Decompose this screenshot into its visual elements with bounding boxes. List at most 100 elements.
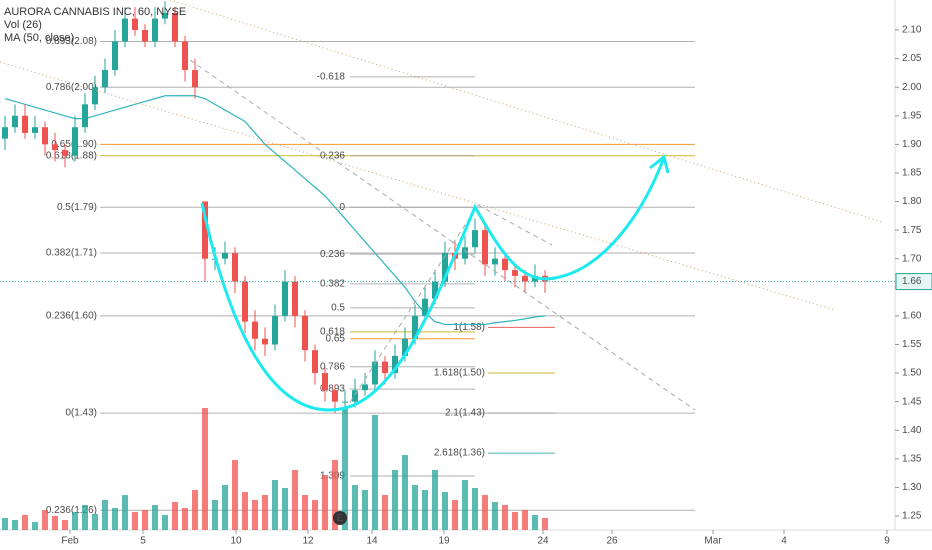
- x-tick-label: 19: [438, 536, 450, 547]
- candle-body: [312, 350, 318, 374]
- arrow-head: [649, 154, 670, 174]
- fib-label: 0.382(1.71): [46, 248, 97, 259]
- candle-body: [292, 281, 298, 316]
- trend-line: [169, 0, 883, 223]
- volume-bar: [322, 475, 328, 530]
- fib-label: 0.65: [326, 333, 346, 344]
- candle-body: [492, 258, 498, 265]
- candle-body: [532, 275, 538, 282]
- fib-label: -0.618: [317, 72, 346, 83]
- y-tick-label: 1.55: [902, 339, 922, 350]
- volume-layer: [2, 408, 548, 530]
- volume-bar: [372, 415, 378, 530]
- x-tick-label: 26: [606, 536, 618, 547]
- candle-body: [152, 18, 158, 42]
- candle-body: [192, 70, 198, 88]
- y-tick-label: 1.35: [902, 453, 922, 464]
- candle-body: [402, 338, 408, 356]
- drawings: [0, 0, 883, 412]
- volume-bar: [292, 470, 298, 530]
- y-tick-label: 1.60: [902, 311, 922, 322]
- trend-line: [189, 59, 696, 411]
- volume-bar: [462, 480, 468, 530]
- candle-body: [432, 281, 438, 299]
- volume-bar: [202, 408, 208, 530]
- y-tick-label: 1.90: [902, 139, 922, 150]
- candle-body: [2, 127, 8, 139]
- volume-bar: [282, 488, 288, 530]
- candle-body: [222, 252, 228, 259]
- volume-bar: [452, 500, 458, 530]
- fibonacci-layer: 0.893(2.08)0.786(2.00)0.65(1.90)0.618(1.…: [46, 36, 695, 516]
- candle-body: [252, 321, 258, 339]
- y-tick-label: 1.30: [902, 482, 922, 493]
- candle-body: [262, 338, 268, 345]
- volume-bar: [112, 508, 118, 530]
- y-tick-label: 1.50: [902, 368, 922, 379]
- volume-bar: [432, 470, 438, 530]
- candle-body: [362, 384, 368, 391]
- volume-bar: [62, 520, 68, 530]
- fib-label: 0.786(2.00): [46, 82, 97, 93]
- fib-label: 0(1.43): [65, 408, 97, 419]
- x-tick-label: 24: [537, 536, 549, 547]
- candle-body: [392, 355, 398, 374]
- volume-bar: [352, 485, 358, 530]
- candle-body: [102, 70, 108, 88]
- volume-bar: [152, 505, 158, 530]
- candle-body: [172, 12, 178, 42]
- x-tick-label: 10: [230, 536, 242, 547]
- fib-label: 0.786: [320, 361, 345, 372]
- volume-bar: [382, 495, 388, 530]
- candle-body: [112, 41, 118, 71]
- event-marker: [333, 511, 347, 525]
- candle-body: [32, 127, 38, 133]
- volume-bar: [182, 508, 188, 530]
- cup-handle-curve: [200, 159, 665, 412]
- candle-body: [202, 201, 208, 259]
- volume-bar: [402, 455, 408, 530]
- volume-bar: [122, 495, 128, 530]
- candle-body: [502, 258, 508, 271]
- trend-line: [344, 204, 479, 411]
- fib-label: 0.893: [320, 384, 345, 395]
- candle-body: [372, 361, 378, 385]
- y-tick-label: 1.80: [902, 196, 922, 207]
- candle-body: [132, 18, 138, 31]
- volume-bar: [22, 515, 28, 530]
- candle-body: [82, 104, 88, 128]
- x-tick-label: 9: [884, 536, 890, 547]
- last-price-label: 1.66: [902, 276, 922, 287]
- fib-label: 0.382: [320, 279, 345, 290]
- volume-bar: [312, 500, 318, 530]
- volume-bar: [522, 510, 528, 530]
- candle-body: [42, 127, 48, 145]
- volume-bar: [492, 502, 498, 530]
- x-tick-label: 12: [302, 536, 314, 547]
- volume-bar: [102, 500, 108, 530]
- axis-layer: 1.251.301.351.401.451.501.551.601.651.70…: [0, 25, 932, 547]
- fib-label: 0.5(1.79): [57, 202, 97, 213]
- volume-bar: [512, 512, 518, 530]
- candle-body: [322, 373, 328, 391]
- x-tick-label: 4: [781, 536, 787, 547]
- y-tick-label: 1.75: [902, 225, 922, 236]
- volume-bar: [162, 515, 168, 530]
- candle-body: [482, 230, 488, 265]
- y-tick-label: 1.95: [902, 110, 922, 121]
- y-tick-label: 1.70: [902, 253, 922, 264]
- volume-bar: [92, 514, 98, 530]
- x-tick-label: 5: [140, 536, 146, 547]
- volume-bar: [472, 488, 478, 530]
- candle-body: [232, 252, 238, 282]
- candle-body: [522, 275, 528, 282]
- candle-body: [342, 401, 348, 403]
- candle-body: [12, 115, 18, 128]
- candle-body: [332, 390, 338, 402]
- volume-bar: [442, 492, 448, 530]
- candle-body: [122, 18, 128, 42]
- fib-label: 2.1(1.43): [445, 408, 485, 419]
- candle-body: [272, 315, 278, 345]
